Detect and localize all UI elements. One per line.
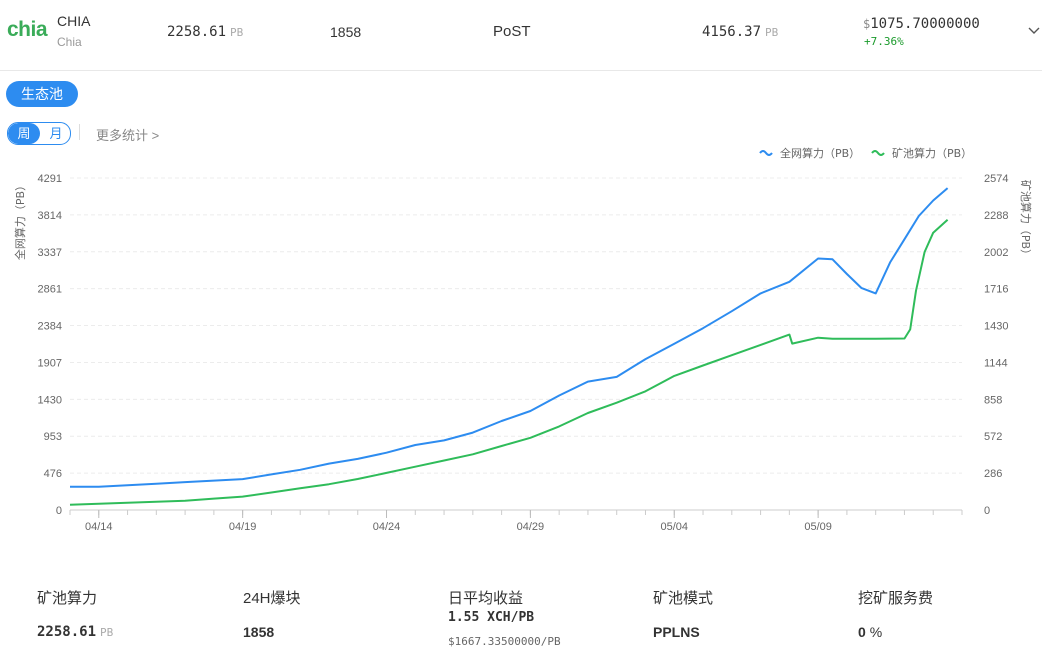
x-tick-label: 05/04	[660, 521, 688, 533]
stat-revenue-usd: $1667.33500000/PB	[448, 635, 561, 648]
y-tick-left: 3814	[38, 210, 62, 222]
coin-name: CHIA	[57, 13, 91, 29]
stat-mode-label: 矿池模式	[653, 590, 714, 607]
stat-revenue-label: 日平均收益	[448, 590, 524, 607]
series-line	[70, 187, 949, 488]
legend-swatch-icon	[759, 150, 773, 156]
x-tick-label: 05/09	[804, 521, 832, 533]
y-tick-left: 953	[44, 431, 62, 443]
pool-hashrate: 2258.61 PB	[167, 24, 243, 40]
stat-fee-unit: %	[869, 624, 883, 640]
y-tick-right: 2574	[984, 173, 1008, 185]
divider	[79, 124, 80, 140]
more-stats-link[interactable]: 更多统计 >	[96, 128, 160, 143]
chia-logo: chia	[7, 18, 48, 41]
period-toggle: 周 月	[7, 122, 71, 145]
ecosystem-pool-button[interactable]: 生态池	[6, 81, 78, 107]
block-count: 1858	[330, 24, 362, 40]
price-currency: $	[863, 17, 871, 31]
x-tick-label: 04/19	[229, 521, 257, 533]
y-tick-right: 1716	[984, 284, 1008, 296]
stat-pool-unit: PB	[100, 626, 114, 639]
stat-fee-value: 0 %	[858, 624, 882, 640]
stat-fee-label: 挖矿服务费	[858, 590, 934, 607]
y-tick-left: 1430	[38, 394, 62, 406]
stat-pool-number: 2258.61	[37, 624, 97, 640]
series-line	[69, 219, 949, 506]
legend-swatch-icon	[871, 150, 885, 156]
tab-week[interactable]: 周	[8, 123, 40, 144]
coin-header: chia CHIA Chia 2258.61 PB 1858 PoST 4156.…	[0, 0, 1042, 71]
coin-subtitle: Chia	[57, 35, 82, 49]
legend-label: 全网算力（PB）	[780, 146, 860, 160]
price-change: +7.36%	[864, 35, 904, 48]
x-tick-label: 04/29	[517, 521, 545, 533]
stat-mode-value: PPLNS	[653, 624, 700, 640]
y-axis-title-right: 矿池算力（PB）	[1019, 180, 1033, 260]
price-value: 1075.70000000	[870, 16, 980, 32]
y-tick-right: 0	[984, 505, 990, 517]
tab-month[interactable]: 月	[49, 126, 63, 141]
network-hashrate-value: 4156.37	[702, 24, 762, 40]
stat-fee-number: 0	[858, 624, 866, 640]
network-hashrate: 4156.37 PB	[702, 24, 778, 40]
y-axis-title-left: 全网算力（PB）	[13, 180, 27, 260]
coin-price: $1075.70000000	[863, 16, 980, 32]
pool-hashrate-value: 2258.61	[167, 24, 227, 40]
y-tick-left: 3337	[38, 247, 62, 259]
network-hashrate-unit: PB	[765, 26, 779, 39]
y-tick-right: 858	[984, 394, 1002, 406]
y-tick-right: 2288	[984, 210, 1008, 222]
hashrate-chart: 0 0 476 286 953 572 1430 858 1907 1144 2384 1430 286…	[13, 146, 1033, 533]
y-tick-left: 2861	[38, 284, 62, 296]
y-tick-left: 476	[44, 468, 62, 480]
stat-revenue-value: 1.55 XCH/PB	[448, 610, 535, 625]
x-tick-label: 04/24	[373, 521, 401, 533]
y-tick-right: 2002	[984, 247, 1008, 259]
stat-pool-label: 矿池算力	[37, 590, 98, 607]
y-tick-left: 4291	[38, 173, 62, 185]
algorithm: PoST	[493, 23, 531, 40]
pool-hashrate-unit: PB	[230, 26, 244, 39]
y-tick-left: 0	[56, 505, 62, 517]
y-tick-right: 1430	[984, 321, 1008, 333]
stat-blocks-label: 24H爆块	[243, 590, 301, 607]
x-tick-label: 04/14	[85, 521, 113, 533]
stat-blocks-value: 1858	[243, 624, 275, 640]
y-tick-right: 286	[984, 468, 1002, 480]
y-tick-left: 2384	[38, 321, 62, 333]
stat-pool-value: 2258.61 PB	[37, 624, 113, 640]
chevron-down-icon[interactable]	[1027, 24, 1041, 38]
legend-label: 矿池算力（PB）	[892, 146, 972, 160]
y-tick-right: 572	[984, 431, 1002, 443]
y-tick-left: 1907	[38, 357, 62, 369]
y-tick-right: 1144	[984, 357, 1008, 369]
